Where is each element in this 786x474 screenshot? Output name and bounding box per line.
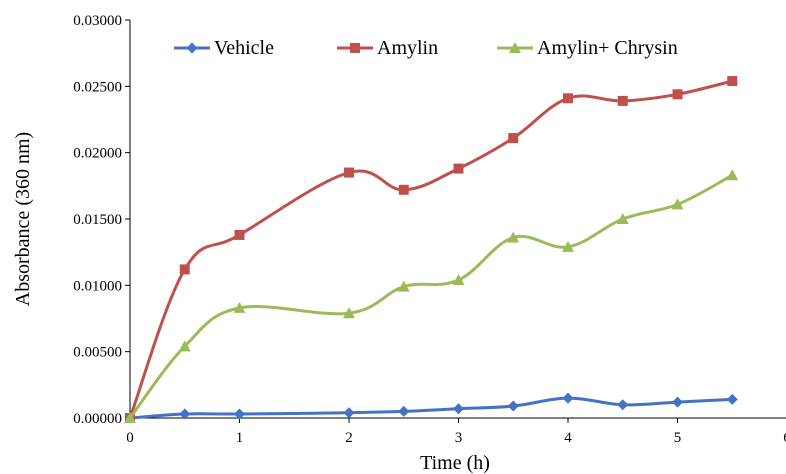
x-axis-group: 0 1 2 3 4 5 6 [126,417,786,446]
data-point-diamond [343,407,355,419]
data-point-diamond [179,408,191,420]
data-point-square [234,229,245,240]
data-point-square [727,76,738,87]
x-tick-label: 0 [126,430,134,446]
legend-item: Vehicle [174,37,274,59]
data-point-diamond [398,405,410,417]
data-point-diamond [562,392,574,404]
legend-marker-square [350,43,360,53]
x-tick-label: 4 [564,430,572,446]
x-tick-label: 6 [783,430,786,446]
data-point-square [563,93,573,104]
data-point-triangle [452,274,465,286]
legend-label: Amylin [377,37,438,59]
data-point-diamond [726,393,738,405]
data-point-triangle [178,340,191,352]
data-point-square [617,95,628,106]
legend-label: Vehicle [214,37,274,59]
data-point-triangle [616,213,629,224]
data-point-diamond [453,403,464,415]
data-point-triangle [671,198,684,210]
x-axis-title: Time (h) [420,452,490,474]
data-point-square [453,163,464,174]
legend-marker-diamond [186,42,198,54]
legend-item: Amylin [337,37,438,59]
series-line [128,173,733,419]
x-tick-label: 3 [455,430,463,446]
y-axis-title: Absorbance (360 nm) [12,132,34,306]
y-tick-label: 0.02500 [73,79,122,95]
data-point-square [672,89,683,100]
y-tick-label: 0.03000 [73,13,122,29]
data-point-triangle [562,240,574,252]
data-point-triangle [397,280,410,292]
y-axis-group: 0.00000 0.00500 0.01000 0.01500 0.02000 0.025… [73,13,131,427]
data-point-triangle [343,307,355,319]
series-vehicle [124,392,738,424]
data-point-triangle [233,301,246,313]
y-tick-label: 0.01000 [73,278,122,294]
legend: Vehicle Amylin Amylin+ Chrysin [174,37,678,59]
y-tick-label: 0.00000 [73,411,122,427]
data-point-square [508,133,519,144]
data-point-square [344,167,354,178]
x-tick-label: 1 [236,430,244,446]
y-tick-label: 0.00500 [73,345,122,361]
data-point-triangle [124,412,136,423]
y-tick-label: 0.02000 [73,146,122,162]
legend-marker-triangle [509,42,521,53]
series-amylin-chrysin [124,169,739,423]
data-point-diamond [617,399,629,411]
legend-item: Amylin+ Chrysin [497,37,678,59]
series-line [129,396,733,420]
data-point-triangle [507,231,520,243]
data-point-diamond [672,396,683,408]
x-tick-label: 2 [345,430,353,446]
data-point-triangle [726,169,739,181]
data-point-square [179,264,190,275]
y-tick-label: 0.01500 [73,212,122,228]
x-tick-label: 5 [674,430,682,446]
data-point-diamond [234,408,245,420]
series-line [128,79,733,419]
data-point-diamond [507,400,519,412]
series-layer [124,76,739,424]
data-point-square [398,184,409,195]
series-amylin [125,76,738,423]
legend-label: Amylin+ Chrysin [537,37,678,59]
